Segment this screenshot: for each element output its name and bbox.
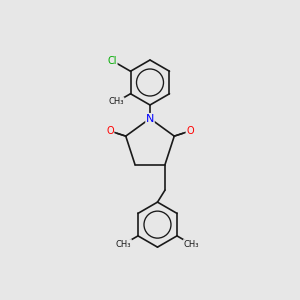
Text: CH₃: CH₃: [109, 98, 124, 106]
Text: Cl: Cl: [108, 56, 117, 66]
Text: CH₃: CH₃: [184, 240, 199, 249]
Text: O: O: [106, 126, 114, 136]
Text: CH₃: CH₃: [116, 240, 131, 249]
Text: O: O: [186, 126, 194, 136]
Text: N: N: [146, 113, 154, 124]
